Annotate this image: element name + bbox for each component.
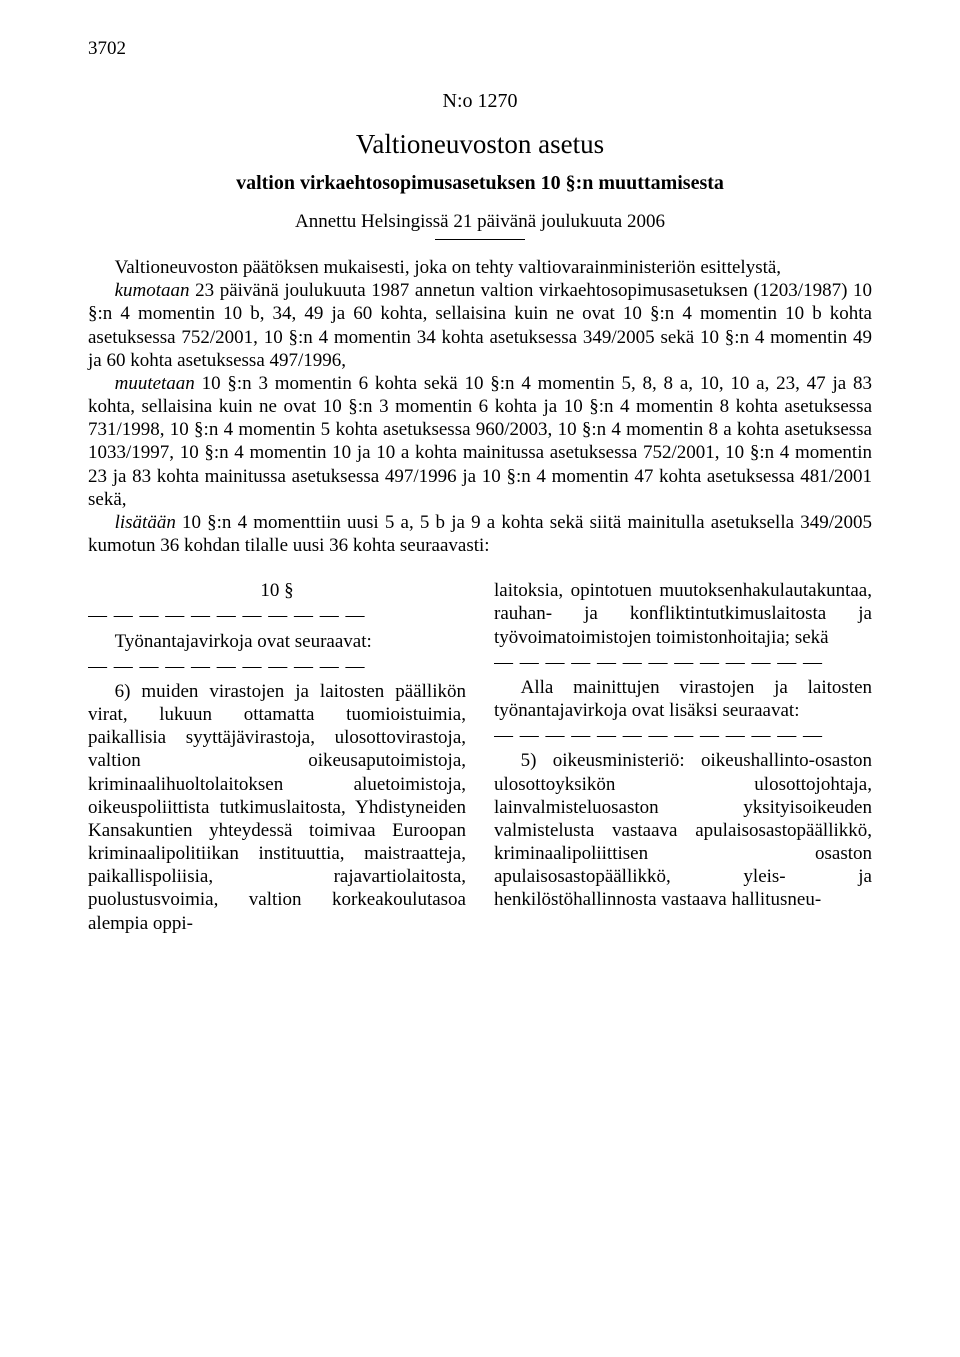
preamble-lisataan: lisätään 10 §:n 4 momenttiin uusi 5 a, 5… [88,511,872,557]
ital-muutetaan: muutetaan [115,373,195,394]
ital-kumotaan: kumotaan [115,280,190,301]
ital-lisataan: lisätään [115,512,176,533]
dash-line: — — — — — — — — — — — — — [494,651,872,674]
issue-number: N:o 1270 [88,90,872,113]
two-column-body: 10 § — — — — — — — — — — — Työnantajavir… [88,579,872,935]
preamble-muutetaan: muutetaan 10 §:n 3 momentin 6 kohta sekä… [88,372,872,511]
dash-line: — — — — — — — — — — — — — [494,724,872,747]
section-number: 10 § [88,579,466,602]
preamble-lisataan-rest: 10 §:n 4 momenttiin uusi 5 a, 5 b ja 9 a… [88,512,872,556]
dash-line: — — — — — — — — — — — [88,655,466,678]
page: 3702 N:o 1270 Valtioneuvoston asetus val… [0,0,960,1357]
dash-line: — — — — — — — — — — — [88,604,466,627]
preamble-lead: Valtioneuvoston päätöksen mukaisesti, jo… [88,256,872,279]
item-6: 6) muiden virastojen ja laitosten päälli… [88,680,466,935]
decree-title: Valtioneuvoston asetus [88,129,872,160]
item-5: 5) oikeusministeriö: oikeushallinto-osas… [494,749,872,911]
title-rule [435,239,525,240]
given-at: Annettu Helsingissä 21 päivänä joulukuut… [88,211,872,233]
employer-posts-intro: Työnantajavirkoja ovat seuraavat: [88,630,466,653]
decree-subject: valtion virkaehtosopimusasetuksen 10 §:n… [88,172,872,195]
additional-posts-intro: Alla mainittujen virastojen ja laitosten… [494,676,872,722]
page-number: 3702 [88,38,126,60]
item-6-continuation: laitoksia, opintotuen muutoksenhakulauta… [494,579,872,649]
preamble-kumotaan: kumotaan 23 päivänä joulukuuta 1987 anne… [88,279,872,372]
preamble-muutetaan-rest: 10 §:n 3 momentin 6 kohta sekä 10 §:n 4 … [88,373,872,510]
preamble-kumotaan-rest: 23 päivänä joulukuuta 1987 annetun valti… [88,280,872,371]
preamble: Valtioneuvoston päätöksen mukaisesti, jo… [88,256,872,557]
